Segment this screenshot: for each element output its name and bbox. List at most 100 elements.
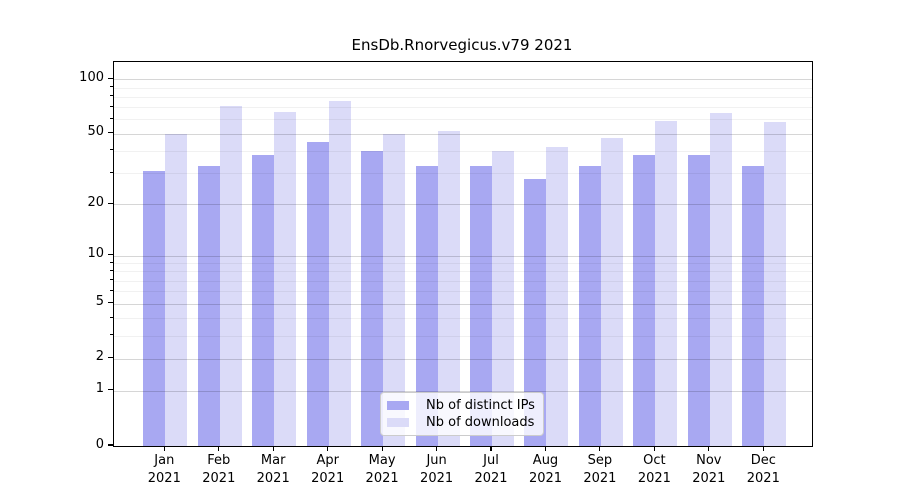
bar-downloads <box>709 113 732 446</box>
bar-distinct-ips <box>306 141 329 446</box>
y-tick-mark <box>108 302 113 304</box>
legend-entry-downloads: Nb of downloads <box>387 415 535 430</box>
gridline-minor <box>114 119 812 121</box>
y-tick-label: 1 <box>95 381 104 397</box>
legend-label-distinct-ips: Nb of distinct IPs <box>426 398 535 413</box>
x-tick-year: 2021 <box>311 470 345 486</box>
x-tick-month: Oct <box>643 453 666 468</box>
x-tick-mark <box>435 446 438 451</box>
y-minor-tick-mark <box>110 279 113 281</box>
x-tick-label: Jun 2021 <box>405 452 469 487</box>
gridline-minor <box>114 96 812 98</box>
x-tick-month: Jan <box>154 453 175 468</box>
bar-downloads <box>274 111 297 446</box>
bar-downloads <box>328 100 351 446</box>
legend-label-downloads: Nb of downloads <box>426 415 535 430</box>
bar-distinct-ips <box>633 154 656 446</box>
x-tick-month: Feb <box>207 453 231 468</box>
bar-downloads <box>655 120 678 446</box>
y-minor-tick-mark <box>110 171 113 173</box>
x-tick-label: Dec 2021 <box>731 452 795 487</box>
bar-distinct-ips <box>578 165 601 446</box>
bar-downloads <box>383 133 406 446</box>
bar-downloads <box>165 133 188 446</box>
y-tick-label: 5 <box>95 294 104 310</box>
y-minor-tick-mark <box>110 334 113 336</box>
bar-downloads <box>492 150 514 446</box>
x-tick-label: May 2021 <box>350 452 414 487</box>
legend-swatch-downloads <box>387 418 409 427</box>
gridline-minor <box>114 318 812 320</box>
gridline-major <box>114 79 812 81</box>
y-tick-label: 10 <box>87 246 104 261</box>
x-tick-label: Jul 2021 <box>459 452 523 487</box>
x-tick-mark <box>218 446 220 451</box>
x-tick-month: Aug <box>532 453 559 468</box>
gridline-major <box>114 390 812 392</box>
legend-box: Nb of distinct IPs Nb of downloads <box>380 392 544 436</box>
bar-distinct-ips <box>742 165 765 446</box>
gridline-major <box>114 303 812 305</box>
y-tick-mark <box>108 357 113 359</box>
x-tick-year: 2021 <box>474 470 508 486</box>
x-tick-month: May <box>368 453 396 468</box>
y-tick-mark <box>108 132 113 134</box>
y-minor-tick-mark <box>110 316 113 318</box>
y-tick-mark <box>108 253 113 256</box>
x-tick-year: 2021 <box>746 470 780 486</box>
x-tick-label: Nov 2021 <box>677 452 741 487</box>
x-tick-label: Sep 2021 <box>568 452 632 487</box>
gridline-minor <box>114 291 812 293</box>
legend-swatch-distinct-ips <box>387 401 409 410</box>
bar-distinct-ips <box>252 154 275 446</box>
y-minor-tick-mark <box>110 261 113 263</box>
gridline-minor <box>114 263 812 265</box>
y-tick-label: 2 <box>95 349 104 365</box>
x-tick-month: Mar <box>260 453 286 468</box>
y-tick-mark <box>108 77 113 79</box>
gridline-minor <box>114 87 812 89</box>
legend-entry-distinct-ips: Nb of distinct IPs <box>387 398 535 413</box>
x-tick-year: 2021 <box>202 470 236 486</box>
gridline-minor <box>114 150 812 152</box>
gridline-minor <box>114 335 812 337</box>
x-tick-year: 2021 <box>583 470 617 486</box>
y-tick-label: 100 <box>79 69 104 85</box>
x-tick-month: Dec <box>750 453 776 468</box>
x-tick-month: Apr <box>316 453 339 468</box>
bar-distinct-ips <box>470 165 492 446</box>
gridline-minor <box>114 107 812 109</box>
bar-distinct-ips <box>415 165 438 446</box>
x-tick-year: 2021 <box>692 470 726 486</box>
x-tick-mark <box>272 446 274 451</box>
y-minor-tick-mark <box>110 95 113 97</box>
x-tick-year: 2021 <box>147 470 181 486</box>
y-tick-mark <box>108 389 113 391</box>
bar-downloads <box>219 106 242 446</box>
y-tick-label: 0 <box>95 436 104 452</box>
bar-distinct-ips <box>524 178 547 446</box>
chart-title: EnsDb.Rnorvegicus.v79 2021 <box>351 36 573 54</box>
bar-downloads <box>600 138 623 446</box>
x-tick-mark <box>599 446 601 451</box>
gridline-minor <box>114 271 812 273</box>
bar-downloads <box>437 130 460 446</box>
x-tick-label: Apr 2021 <box>296 452 360 487</box>
x-tick-mark <box>327 446 329 451</box>
y-tick-label: 20 <box>87 194 104 210</box>
gridline-minor <box>114 173 812 175</box>
bar-distinct-ips <box>361 150 384 446</box>
y-tick-mark <box>108 202 113 204</box>
bar-downloads <box>546 147 569 446</box>
x-tick-year: 2021 <box>528 470 563 486</box>
x-tick-mark <box>653 446 655 451</box>
x-tick-year: 2021 <box>256 470 290 486</box>
gridline-minor <box>114 280 812 282</box>
y-minor-tick-mark <box>110 105 113 107</box>
x-tick-label: Oct 2021 <box>622 452 686 487</box>
x-tick-month: Jun <box>426 453 447 468</box>
y-minor-tick-mark <box>110 269 113 271</box>
bar-distinct-ips <box>143 170 166 446</box>
x-tick-month: Nov <box>696 453 722 468</box>
